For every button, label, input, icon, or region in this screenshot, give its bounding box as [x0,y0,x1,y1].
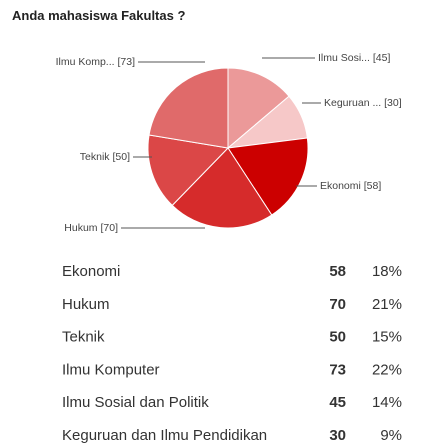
row-count: 30 [329,427,346,444]
slice-label: Ilmu Sosi... [45] [318,52,390,64]
chart-title: Anda mahasiswa Fakultas ? [12,8,185,23]
row-name: Ekonomi [62,263,120,280]
row-percent: 22% [372,361,402,378]
row-name: Hukum [62,296,110,313]
row-count: 73 [329,361,346,378]
row-count: 58 [329,263,346,280]
row-name: Ilmu Sosial dan Politik [62,394,209,411]
slice-label: Teknik [50] [80,151,130,163]
row-percent: 14% [372,394,402,411]
row-name: Keguruan dan Ilmu Pendidikan [62,427,267,444]
pie-slice [227,137,309,216]
slice-label: Ekonomi [58] [320,180,381,192]
pie-slice [171,147,273,229]
row-percent: 21% [372,296,402,313]
row-name: Teknik [62,329,105,346]
slice-label: Keguruan ... [30] [324,97,402,109]
pie-slice [227,67,290,150]
row-percent: 9% [380,427,402,444]
pie-slice [147,134,230,207]
slice-label: Ilmu Komp... [73] [56,56,135,68]
pie-slice [148,67,229,149]
row-percent: 18% [372,263,402,280]
row-percent: 15% [372,329,402,346]
row-name: Ilmu Komputer [62,361,160,378]
row-count: 50 [329,329,346,346]
row-count: 70 [329,296,346,313]
row-count: 45 [329,394,346,411]
slice-label: Hukum [70] [64,222,118,234]
